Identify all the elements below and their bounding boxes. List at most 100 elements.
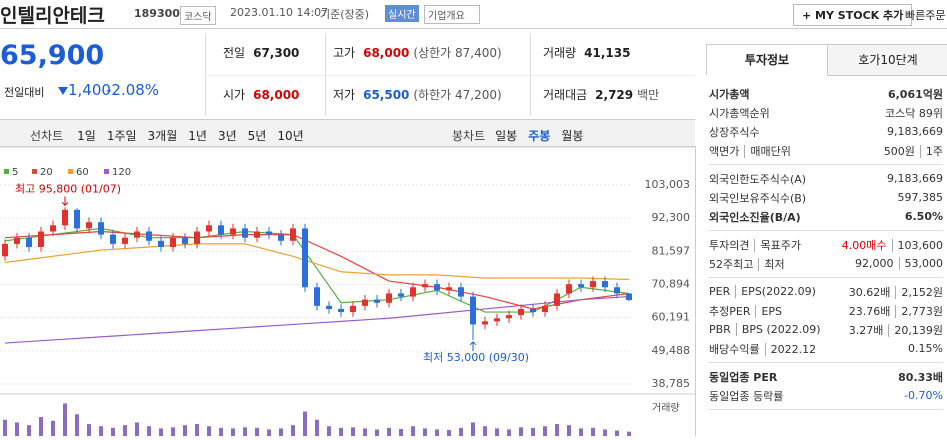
- info-sublabel: 목표주가: [754, 238, 801, 252]
- mystock-button[interactable]: + MY STOCK 추가: [793, 4, 913, 26]
- info-label: 동일업종 등락률: [709, 389, 784, 403]
- info-value: 597,385: [897, 191, 944, 204]
- period-button[interactable]: 1일: [77, 129, 96, 143]
- period-button[interactable]: 5년: [247, 129, 267, 143]
- candle-body: [98, 222, 104, 235]
- legend-label: 5: [12, 167, 18, 178]
- stat: 거래대금 2,729 백만: [543, 86, 659, 103]
- volume-bar: [447, 430, 451, 436]
- candle-body: [386, 293, 392, 303]
- high-annotation: 최고 95,800 (01/07): [15, 182, 121, 195]
- candle-body: [398, 293, 404, 297]
- stat-value: 65,500: [363, 88, 410, 102]
- info-sublabel: 2022.12: [764, 342, 817, 356]
- volume-bar: [243, 427, 247, 436]
- tab[interactable]: 호가10단계: [827, 44, 947, 76]
- candle-body: [206, 225, 212, 232]
- period-button[interactable]: 1년: [188, 129, 207, 143]
- y-tick-label: 49,488: [652, 344, 691, 357]
- info-group: 외국인한도주식수(A) 9,183,669 외국인보유주식수(B) 597,385 외국…: [709, 165, 943, 231]
- candle-body: [542, 305, 548, 313]
- y-tick-label: 103,003: [645, 178, 691, 191]
- info-row: 외국인한도주식수(A) 9,183,669: [709, 169, 943, 188]
- volume-bar: [279, 428, 283, 436]
- candle-body: [494, 318, 500, 322]
- info-value-wrap: 6.50%: [905, 210, 943, 223]
- candle-body: [506, 315, 512, 319]
- stats: 전일 67,300 고가 68,000 (상한가 87,400) 거래량 41,135 시가 6…: [205, 34, 695, 116]
- candle-body: [302, 228, 308, 288]
- legend-label: 60: [76, 167, 89, 178]
- volume-bar: [99, 426, 103, 436]
- info-value-wrap: 500원 1주: [884, 143, 943, 159]
- volume-bar: [15, 422, 19, 436]
- tab-active[interactable]: 투자정보: [706, 44, 828, 75]
- volume-bar: [327, 426, 331, 436]
- candle-body: [578, 284, 584, 288]
- info-value: 30.62배: [848, 285, 891, 299]
- volume-bar: [3, 419, 7, 436]
- volume-bar: [399, 428, 403, 436]
- realtime-badge[interactable]: 실시간: [385, 5, 419, 22]
- candle-body: [266, 231, 272, 235]
- info-value-wrap: 9,183,669: [887, 172, 943, 185]
- period-button[interactable]: 3개월: [147, 129, 178, 143]
- candle-period-button[interactable]: 일봉: [495, 129, 518, 143]
- legend-label: 20: [40, 167, 53, 178]
- candle-body: [122, 237, 128, 244]
- volume-bar: [219, 427, 223, 436]
- info-label-wrap: 배당수익률 2022.12: [709, 341, 817, 357]
- info-label: 상장주식수: [709, 125, 760, 139]
- change: 1,400: [68, 81, 111, 99]
- candle-period-button[interactable]: 월봉: [561, 129, 584, 143]
- info-value-wrap: 80.33배: [898, 369, 943, 385]
- info-row: 시가총액순위 코스닥 89위: [709, 103, 943, 122]
- legend-swatch: [68, 169, 73, 174]
- stat-label: 거래량: [543, 46, 577, 60]
- stat-label: 시가: [223, 88, 246, 102]
- stat-label: 고가: [333, 46, 356, 60]
- volume-bar: [267, 429, 271, 436]
- overview-button[interactable]: 기업개요: [424, 5, 480, 24]
- control-label: 선차트: [30, 129, 64, 143]
- info-label: 투자의견: [709, 238, 750, 252]
- candle-body: [434, 284, 440, 291]
- candle-body: [50, 225, 56, 232]
- info-panel: 투자정보 호가10단계 시가총액 6,061억원 시가총액순위 코스닥 89위 상장주식…: [706, 44, 947, 436]
- volume-bar: [339, 427, 343, 436]
- period-button[interactable]: 3년: [217, 129, 237, 143]
- info-value-wrap: 9,183,669: [887, 125, 943, 138]
- volume-bar: [351, 427, 355, 436]
- volume-bar: [579, 428, 583, 436]
- info-label: 추정PER: [709, 304, 751, 318]
- info-value: 3.27배: [848, 323, 884, 337]
- info-label: 외국인한도주식수(A): [709, 172, 807, 186]
- period-button[interactable]: 1주일: [106, 129, 137, 143]
- info-row: 동일업종 등락률 -0.70%: [709, 386, 943, 405]
- volume-bar: [207, 426, 211, 436]
- legend-label: 120: [112, 167, 131, 178]
- info-row: 상장주식수 9,183,669: [709, 122, 943, 141]
- info-label-wrap: 시가총액순위: [709, 105, 770, 121]
- volume-bar: [519, 427, 523, 436]
- candle-body: [14, 237, 20, 244]
- candle-body: [410, 287, 416, 297]
- volume-bar: [135, 422, 139, 436]
- info-label-wrap: 상장주식수: [709, 124, 760, 140]
- info-value-wrap: 코스닥 89위: [885, 105, 943, 121]
- period-button[interactable]: 10년: [277, 129, 304, 143]
- candle-body: [566, 284, 572, 294]
- volume-bar: [471, 422, 475, 436]
- candle-body: [290, 228, 296, 241]
- y-tick-label: 92,300: [652, 211, 691, 224]
- candle-period-button[interactable]: 주봉: [528, 129, 551, 143]
- info-label-wrap: 추정PER EPS: [709, 303, 783, 319]
- info-value: 500원: [883, 144, 915, 158]
- info-value: 6,061억원: [887, 87, 943, 101]
- candle-body: [62, 209, 68, 226]
- quick-order[interactable]: 빠른주문: [905, 9, 946, 22]
- info-label: 동일업종 PER: [709, 370, 778, 384]
- volume-bar: [543, 426, 547, 436]
- volume-bar: [231, 428, 235, 436]
- volume-bar: [435, 429, 439, 436]
